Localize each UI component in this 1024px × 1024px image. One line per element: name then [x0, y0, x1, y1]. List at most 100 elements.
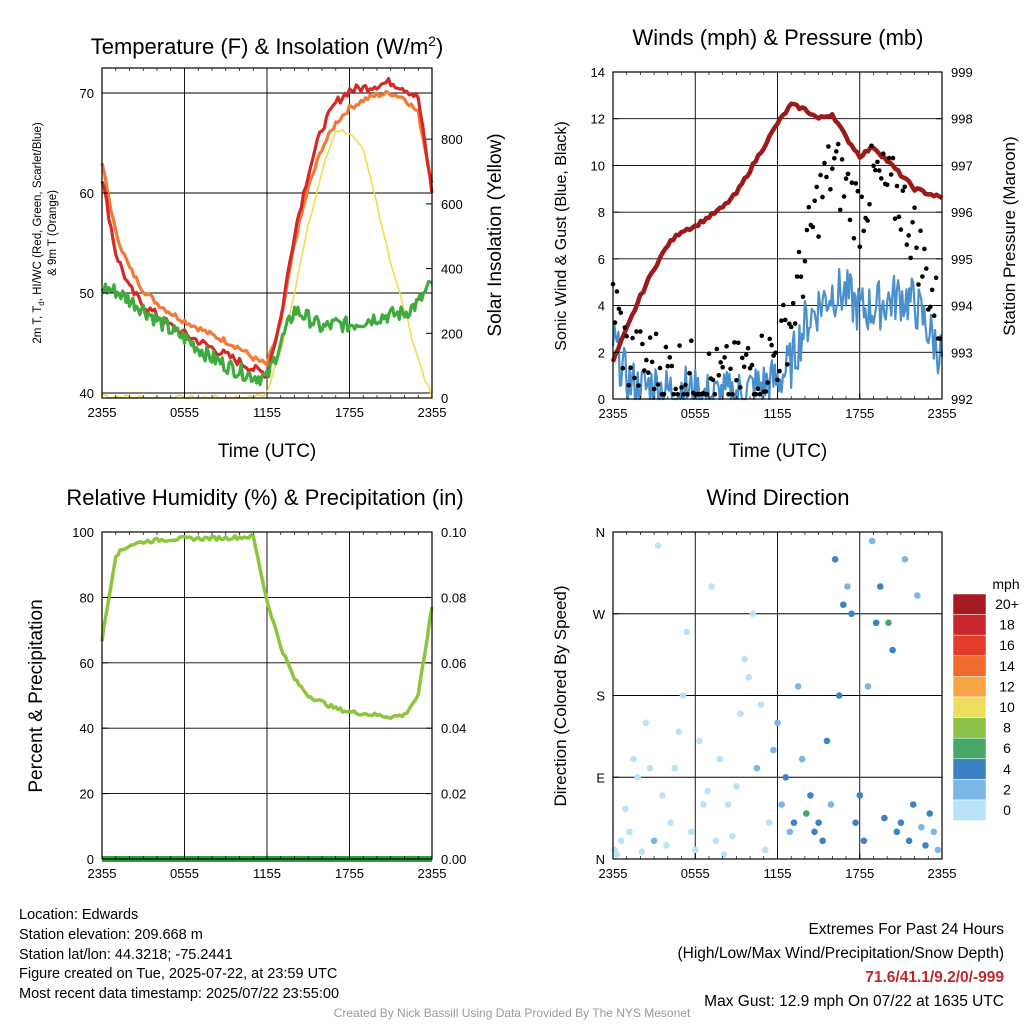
gust-point — [657, 365, 663, 371]
rh-grid — [102, 532, 432, 859]
direction-point — [683, 628, 691, 636]
direction-point — [638, 848, 646, 855]
gust-point — [894, 183, 900, 189]
direction-point — [654, 542, 662, 549]
location-text: Location: Edwards — [19, 907, 139, 923]
y-tick-label-left: 70 — [80, 86, 94, 101]
gust-point — [785, 362, 790, 367]
legend-swatch — [952, 737, 987, 760]
y-tick-label-left: 12 — [591, 112, 605, 127]
direction-point — [741, 655, 748, 663]
gust-point — [818, 172, 823, 178]
direction-point — [893, 828, 901, 836]
direction-point — [692, 846, 699, 854]
y-tick-label-left: 20 — [80, 787, 94, 802]
max-gust-text: Max Gust: 12.9 mph On 07/22 at 1635 UTC — [704, 993, 1004, 1010]
x-tick-label: 1155 — [253, 405, 281, 420]
x-tick-label: 2355 — [928, 866, 957, 881]
elevation-text: Station elevation: 209.668 m — [19, 926, 203, 943]
gust-point — [804, 227, 810, 233]
y-tick-label-left: N — [596, 525, 605, 540]
direction-point — [753, 764, 761, 772]
gust-point — [834, 149, 839, 154]
y-tick-label-left: 4 — [598, 299, 605, 314]
y-tick-label-left: 50 — [80, 286, 94, 301]
x-tick-label: 1155 — [253, 866, 281, 881]
legend-title: mph — [992, 576, 1019, 592]
direction-point — [860, 837, 868, 845]
gust-point — [877, 168, 882, 173]
legend-label: 14 — [999, 658, 1015, 674]
gust-point — [628, 365, 633, 371]
gust-point — [712, 392, 718, 397]
direction-point — [885, 619, 892, 627]
gust-point — [732, 340, 737, 345]
direction-point — [807, 792, 814, 799]
gust-point — [929, 287, 935, 293]
y-tick-label-right: 0.10 — [441, 525, 466, 540]
y-tick-label-right: 0.02 — [441, 787, 466, 802]
wind-xlabel: Time (UTC) — [729, 441, 828, 462]
direction-point — [630, 755, 637, 763]
y-tick-label-left: N — [596, 852, 605, 867]
gust-point — [681, 392, 686, 397]
gust-point — [687, 370, 692, 376]
wind-title: Winds (mph) & Pressure (mb) — [633, 25, 924, 50]
gust-point — [646, 370, 651, 375]
recent-text: Most recent data timestamp: 2025/07/22 2… — [19, 986, 340, 1003]
direction-point — [720, 851, 728, 858]
legend-label: 10 — [999, 699, 1015, 715]
y-tick-label-left: 80 — [80, 590, 94, 605]
wind-series — [610, 101, 944, 401]
gust-point — [867, 202, 872, 207]
temp-xlabel: Time (UTC) — [218, 441, 317, 462]
gust-point — [890, 155, 896, 161]
legend-swatch — [952, 676, 987, 698]
gust-point — [933, 275, 939, 281]
direction-point — [667, 819, 674, 826]
gust-point — [814, 184, 819, 190]
gust-point — [892, 216, 898, 221]
direction-point — [835, 692, 843, 699]
gust-point — [614, 289, 620, 294]
direction-point — [671, 764, 678, 772]
gust-point — [873, 167, 878, 173]
legend-swatch — [952, 799, 987, 821]
direction-point — [868, 537, 876, 545]
gust-point — [634, 329, 639, 334]
y-tick-label-left: 60 — [80, 186, 94, 201]
gust-point — [769, 342, 774, 348]
direction-point — [724, 801, 732, 808]
legend-label: 16 — [999, 637, 1015, 653]
direction-point — [930, 828, 938, 836]
direction-point — [852, 819, 859, 826]
x-tick-label: 1755 — [335, 866, 364, 881]
legend-label: 2 — [1003, 781, 1011, 797]
gust-point — [841, 194, 847, 199]
gust-point — [673, 386, 678, 392]
direction-point — [889, 646, 896, 654]
gust-point — [738, 385, 743, 390]
direction-point — [803, 810, 810, 817]
direction-point — [761, 846, 769, 854]
gust-point — [671, 392, 676, 397]
gust-point — [622, 325, 628, 330]
y-tick-label-left: 14 — [591, 65, 605, 80]
station-info: Location: Edwards Station elevation: 209… — [19, 906, 339, 1005]
gust-point — [740, 355, 745, 361]
direction-point — [687, 828, 695, 836]
gust-point — [800, 294, 806, 300]
direction-point — [844, 583, 851, 590]
x-tick-label: 2355 — [599, 866, 628, 881]
legend-swatch — [952, 614, 987, 636]
direction-point — [774, 719, 781, 727]
direction-point — [811, 828, 818, 836]
created-text: Figure created on Tue, 2025-07-22, at 23… — [19, 966, 338, 983]
gust-point — [755, 386, 761, 392]
y-tick-label-right: 998 — [951, 112, 973, 127]
y-tick-label-right: 996 — [951, 205, 973, 220]
direction-point — [704, 787, 711, 795]
legend-label: 4 — [1003, 761, 1011, 777]
y-tick-label-left: E — [596, 770, 605, 785]
